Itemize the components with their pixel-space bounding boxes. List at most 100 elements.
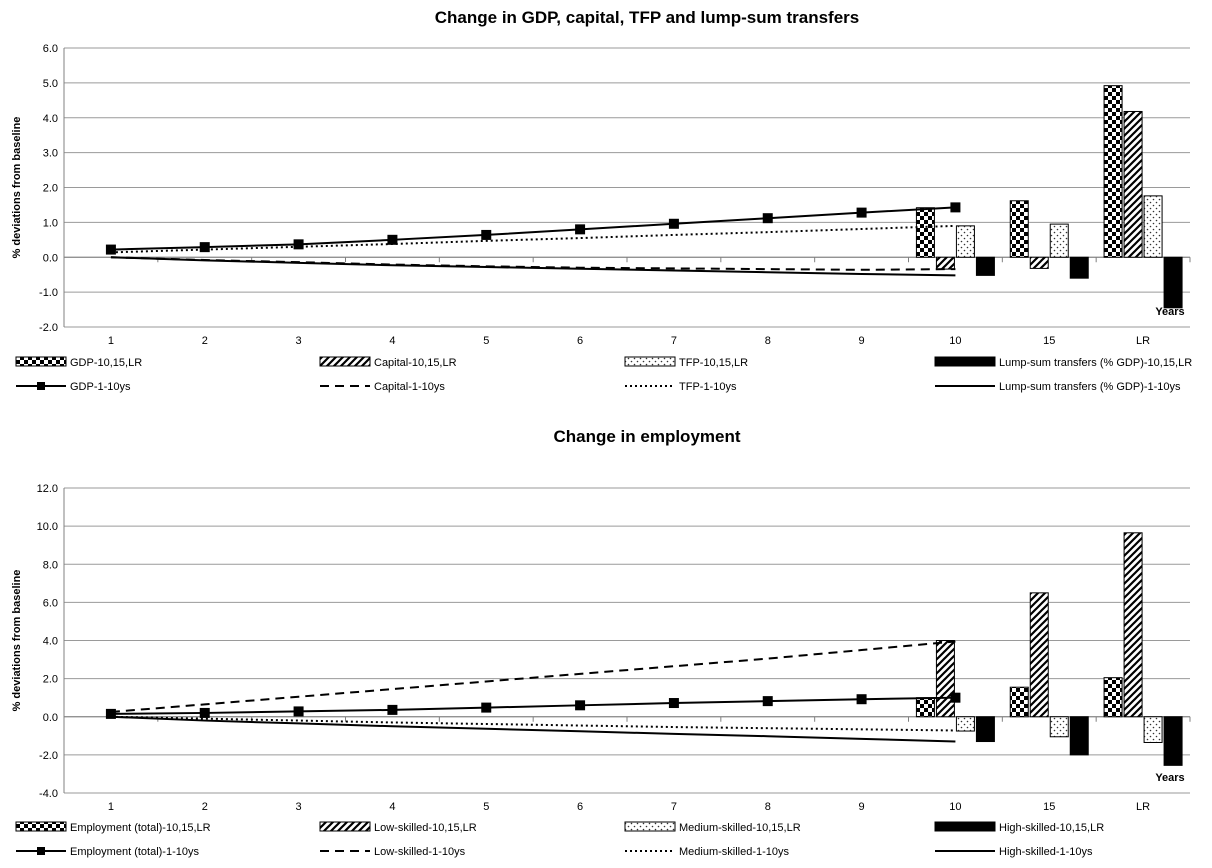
x-tick-label: 2 (202, 335, 208, 347)
bar (1103, 85, 1123, 258)
bar (1009, 200, 1029, 258)
legend-marker (37, 382, 45, 390)
y-tick-label: -1.0 (39, 287, 58, 299)
series-point (575, 700, 586, 711)
bar (1103, 677, 1123, 718)
legend-label: High-skilled-10,15,LR (999, 822, 1104, 834)
bar (975, 256, 995, 276)
years-note: Years (1155, 306, 1184, 318)
x-tick-label: 2 (202, 801, 208, 813)
y-tick-label: 2.0 (43, 183, 58, 195)
legend-label: Medium-skilled-1-10ys (679, 846, 790, 858)
bar (1163, 256, 1183, 309)
series-line (110, 256, 956, 277)
bar (1069, 716, 1089, 756)
series-point (199, 242, 210, 253)
legend-label: Capital-1-10ys (374, 381, 445, 393)
legend-label: Lump-sum transfers (% GDP)-10,15,LR (999, 357, 1192, 369)
y-tick-label: 0.0 (43, 252, 58, 264)
legend-label: Medium-skilled-10,15,LR (679, 822, 801, 834)
series-point (575, 224, 586, 235)
bar (1029, 592, 1049, 718)
y-tick-label: 0.0 (43, 712, 58, 724)
legend-label: GDP-10,15,LR (70, 357, 142, 369)
bar (1029, 256, 1049, 269)
legend-label: Capital-10,15,LR (374, 357, 457, 369)
bar (915, 207, 935, 258)
y-tick-label: 10.0 (37, 521, 58, 533)
y-tick-label: 2.0 (43, 674, 58, 686)
employment-chart: Change in employment -4.0 -2.0 0.0 2.0 4.0 6.0… (11, 427, 1191, 858)
series-point (293, 706, 304, 717)
chart-title: Change in employment (553, 427, 740, 446)
y-tick-label: -2.0 (39, 750, 58, 762)
bar (1123, 532, 1143, 718)
series-point (668, 698, 679, 709)
x-tick-label: 3 (296, 801, 302, 813)
bar (1049, 716, 1069, 738)
legend-swatch (934, 356, 996, 367)
years-note: Years (1155, 772, 1184, 784)
x-tick-label: LR (1136, 335, 1150, 347)
y-tick-label: -4.0 (39, 788, 58, 800)
x-tick-label: 7 (671, 335, 677, 347)
x-tick-label: 5 (483, 801, 489, 813)
x-tick-label: 1 (108, 801, 114, 813)
series-point (105, 244, 116, 255)
bar (1143, 195, 1163, 258)
series-point (199, 707, 210, 718)
series-line (110, 640, 956, 713)
x-tick-label: 4 (389, 335, 395, 347)
series-point (387, 704, 398, 715)
bar (1069, 256, 1089, 279)
x-tick-label: 9 (859, 335, 865, 347)
series-point (856, 207, 867, 218)
series-point (105, 708, 116, 719)
bar (955, 716, 975, 732)
bar (935, 256, 955, 270)
series-point (293, 239, 304, 250)
series-point (668, 218, 679, 229)
y-tick-label: -2.0 (39, 322, 58, 334)
bar (1009, 686, 1029, 718)
x-tick-label: LR (1136, 801, 1150, 813)
series-line (110, 224, 956, 254)
x-tick-label: 3 (296, 335, 302, 347)
series-point (387, 234, 398, 245)
legend-label: GDP-1-10ys (70, 381, 131, 393)
legend-swatch (624, 821, 676, 832)
y-tick-label: 6.0 (43, 43, 58, 55)
y-tick-label: 6.0 (43, 597, 58, 609)
gdp-capital-tfp-chart: Change in GDP, capital, TFP and lump-sum… (11, 8, 1192, 393)
y-axis-label: % deviations from baseline (11, 570, 23, 712)
legend-label: Low-skilled-10,15,LR (374, 822, 477, 834)
y-tick-label: 4.0 (43, 113, 58, 125)
series-point (762, 696, 773, 707)
legend-swatch (319, 356, 371, 367)
x-tick-label: 15 (1043, 801, 1055, 813)
x-tick-label: 10 (949, 801, 961, 813)
series-point (856, 694, 867, 705)
legend-label: Employment (total)-1-10ys (70, 846, 199, 858)
x-tick-label: 1 (108, 335, 114, 347)
series-line (110, 715, 956, 743)
series-line (110, 696, 956, 715)
legend-swatch (934, 821, 996, 832)
bar (1049, 223, 1069, 258)
series-line (110, 715, 956, 732)
bar (955, 225, 975, 258)
bar (1163, 716, 1183, 766)
legend-label: TFP-1-10ys (679, 381, 737, 393)
legend-label: Lump-sum transfers (% GDP)-1-10ys (999, 381, 1181, 393)
series-line (110, 206, 956, 251)
series-point (950, 692, 961, 703)
y-axis-label: % deviations from baseline (11, 117, 23, 259)
x-tick-label: 6 (577, 801, 583, 813)
y-tick-label: 8.0 (43, 559, 58, 571)
y-tick-label: 5.0 (43, 78, 58, 90)
bar (935, 640, 955, 718)
y-tick-label: 4.0 (43, 636, 58, 648)
series-point (481, 229, 492, 240)
x-tick-label: 8 (765, 335, 771, 347)
